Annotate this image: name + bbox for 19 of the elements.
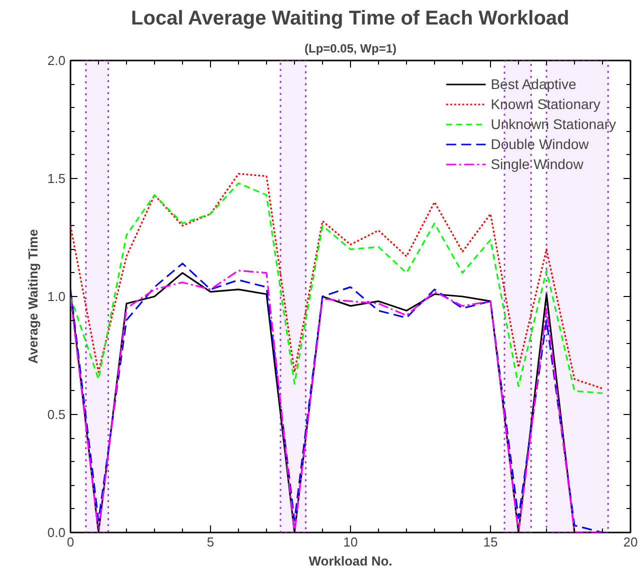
x-tick-label: 5 xyxy=(206,534,214,550)
x-tick-label: 0 xyxy=(66,534,74,550)
y-tick-label: 2.0 xyxy=(47,53,66,68)
x-tick-label: 10 xyxy=(343,534,358,550)
legend-label: Single Window xyxy=(490,156,584,172)
y-tick-label: 1.0 xyxy=(47,289,66,304)
chart-subtitle: (Lp=0.05, Wp=1) xyxy=(304,42,397,56)
legend-label: Best Adaptive xyxy=(490,76,576,92)
x-tick-label: 15 xyxy=(483,534,498,550)
y-tick-label: 0.5 xyxy=(47,407,66,422)
y-tick-label: 0.0 xyxy=(47,525,66,540)
legend-label: Unknown Stationary xyxy=(490,116,616,132)
x-axis-title: Workload No. xyxy=(308,554,392,568)
y-axis-title: Average Waiting Time xyxy=(25,229,40,364)
legend-label: Known Stationary xyxy=(490,96,600,112)
x-tick-label: 20 xyxy=(623,534,638,550)
y-tick-label: 1.5 xyxy=(47,171,66,186)
chart-title: Local Average Waiting Time of Each Workload xyxy=(131,8,570,30)
legend-label: Double Window xyxy=(490,136,589,152)
